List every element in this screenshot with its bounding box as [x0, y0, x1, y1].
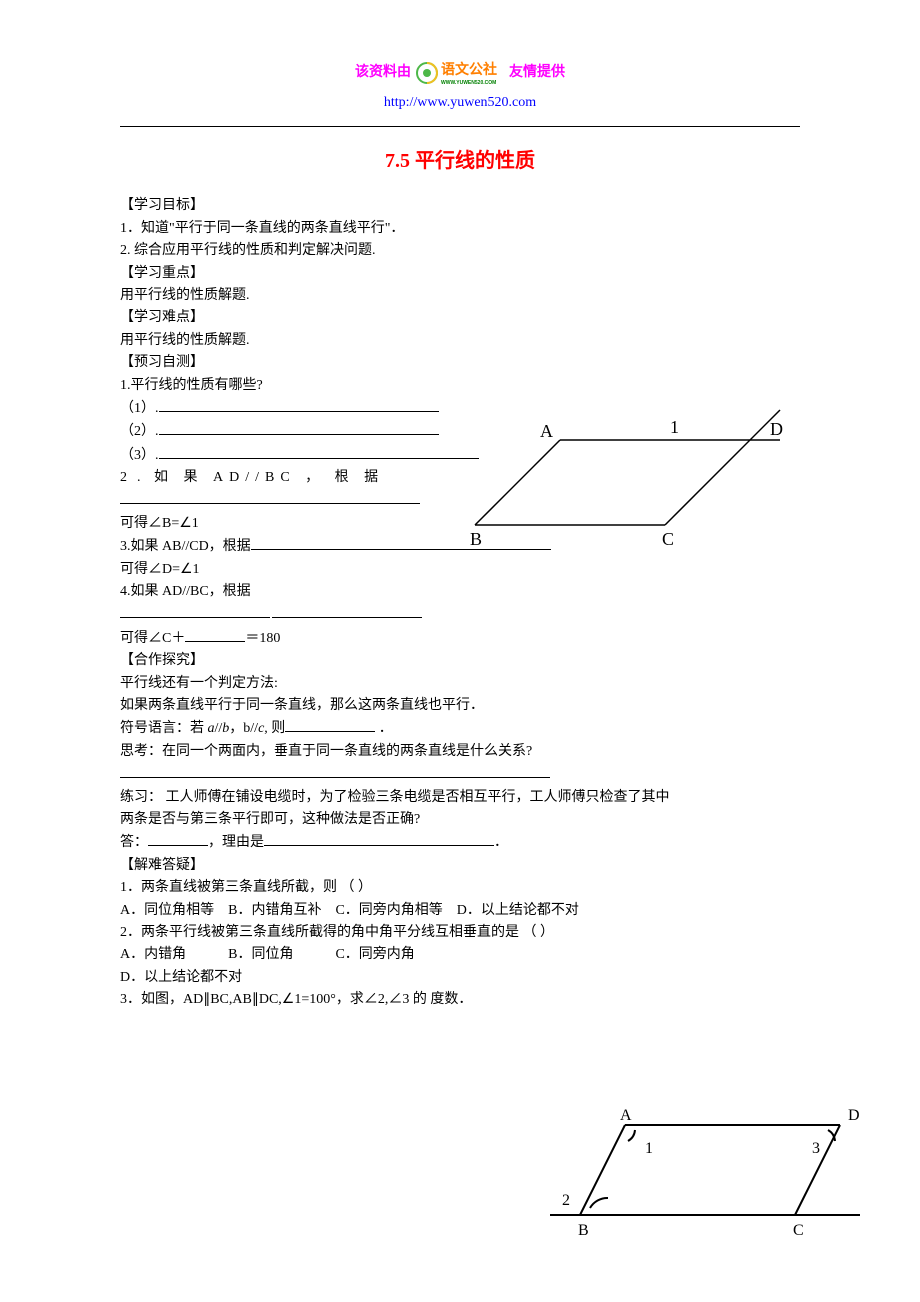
body-text: 如果两条直线平行于同一条直线，那么这两条直线也平行．: [120, 695, 800, 717]
body-text: 3．如图，AD∥BC,AB∥DC,∠1=100°，求∠2,∠3 的 度数．: [120, 989, 800, 1011]
fill-blank[interactable]: [285, 717, 375, 732]
body-text: 2. 综合应用平行线的性质和判定解决问题.: [120, 240, 800, 262]
body-text: A．同位角相等 B．内错角互补 C．同旁内角相等 D．以上结论都不对: [120, 900, 800, 922]
body-text: 两条是否与第三条平行即可，这种做法是否正确?: [120, 809, 800, 831]
fill-blank[interactable]: [185, 627, 245, 642]
label: 2.: [120, 470, 151, 485]
label: ．: [375, 721, 393, 736]
body-text: 可得∠D=∠1: [120, 559, 800, 581]
parallelogram-figure-2: A B C D 1 2 3: [550, 1105, 870, 1245]
fill-blank[interactable]: [159, 397, 439, 412]
body-text: 1．知道"平行于同一条直线的两条直线平行"．: [120, 218, 800, 240]
fill-blank[interactable]: [264, 831, 494, 846]
body-text: 1．两条直线被第三条直线所截，则 （ ）: [120, 877, 800, 899]
body-text: D．以上结论都不对: [120, 967, 800, 989]
label-A: A: [620, 1107, 632, 1124]
divider: [120, 126, 800, 127]
header-url: http://www.yuwen520.com: [120, 92, 800, 114]
blank-line: [120, 603, 800, 626]
header-suffix: 友情提供: [509, 62, 565, 84]
body-text: 可得∠C＋ ＝180: [120, 627, 800, 650]
label: ，理由是: [208, 835, 264, 850]
label: （3）.: [120, 448, 159, 463]
label-B: B: [470, 529, 482, 549]
fill-blank[interactable]: [159, 420, 439, 435]
label-D: D: [770, 419, 783, 439]
label-B: B: [578, 1222, 589, 1239]
body-text: 平行线还有一个判定方法:: [120, 673, 800, 695]
logo-subtext: WWW.YUWEN520.COM: [441, 80, 496, 86]
label: ，b//: [229, 721, 258, 736]
body-text: 2．两条平行线被第三条直线所截得的角中角平分线互相垂直的是 （ ）: [120, 922, 800, 944]
label: ．: [494, 835, 508, 850]
label-3: 3: [812, 1140, 820, 1157]
fill-blank[interactable]: [272, 603, 422, 618]
fill-blank[interactable]: [148, 831, 208, 846]
content: 【学习目标】 1．知道"平行于同一条直线的两条直线平行"． 2. 综合应用平行线…: [120, 195, 800, 1011]
label: 答：: [120, 835, 148, 850]
section-heading: 【合作探究】: [120, 650, 800, 672]
body-text: 用平行线的性质解题.: [120, 285, 800, 307]
page: 该资料由 语文公社 WWW.YUWEN520.COM 友情提供 http://w…: [0, 0, 920, 1302]
label-D: D: [848, 1107, 860, 1124]
body-text: 思考：在同一个两面内，垂直于同一条直线的两条直线是什么关系?: [120, 741, 800, 763]
label-A: A: [540, 421, 553, 441]
parallelogram-figure-1: A B C D 1: [470, 385, 810, 555]
fill-blank[interactable]: [120, 763, 550, 778]
body-text: 用平行线的性质解题.: [120, 330, 800, 352]
section-heading: 【学习重点】: [120, 263, 800, 285]
body-text: 4.如果 AD//BC，根据: [120, 581, 800, 603]
body-text: A．内错角 B．同位角 C．同旁内角: [120, 944, 800, 966]
fill-blank[interactable]: [159, 444, 479, 459]
var: a: [208, 721, 215, 736]
header-line1: 该资料由 语文公社 WWW.YUWEN520.COM 友情提供: [355, 60, 565, 86]
label: 如 果 AD//BC ， 根 据: [154, 470, 384, 485]
blank-line: [120, 763, 800, 786]
label: （1）.: [120, 401, 159, 416]
label-2: 2: [562, 1192, 570, 1209]
body-text: 练习： 工人师傅在铺设电缆时，为了检验三条电缆是否相互平行，工人师傅只检查了其中: [120, 787, 800, 809]
section-heading: 【学习难点】: [120, 307, 800, 329]
body-text: 答： ，理由是 ．: [120, 831, 800, 854]
header: 该资料由 语文公社 WWW.YUWEN520.COM 友情提供 http://w…: [120, 60, 800, 114]
label-1: 1: [645, 1140, 653, 1157]
label: 可得∠C＋: [120, 631, 185, 646]
header-prefix: 该资料由: [355, 62, 411, 84]
body-text: 符号语言：若 a//b，b//c, 则 ．: [120, 717, 800, 740]
logo-text: 语文公社: [441, 61, 497, 78]
label: , 则: [264, 721, 285, 736]
label: 符号语言：若: [120, 721, 208, 736]
fill-blank[interactable]: [120, 489, 420, 504]
label: （2）.: [120, 424, 159, 439]
label: ＝180: [245, 631, 280, 646]
logo: 语文公社 WWW.YUWEN520.COM: [415, 60, 505, 86]
section-heading: 【学习目标】: [120, 195, 800, 217]
label: 3.如果 AB//CD，根据: [120, 539, 251, 554]
label-1: 1: [670, 417, 679, 437]
section-heading: 【预习自测】: [120, 352, 800, 374]
page-title: 7.5 平行线的性质: [120, 145, 800, 177]
label-C: C: [793, 1222, 804, 1239]
section-heading: 【解难答疑】: [120, 855, 800, 877]
label-C: C: [662, 529, 674, 549]
fill-blank[interactable]: [120, 603, 270, 618]
